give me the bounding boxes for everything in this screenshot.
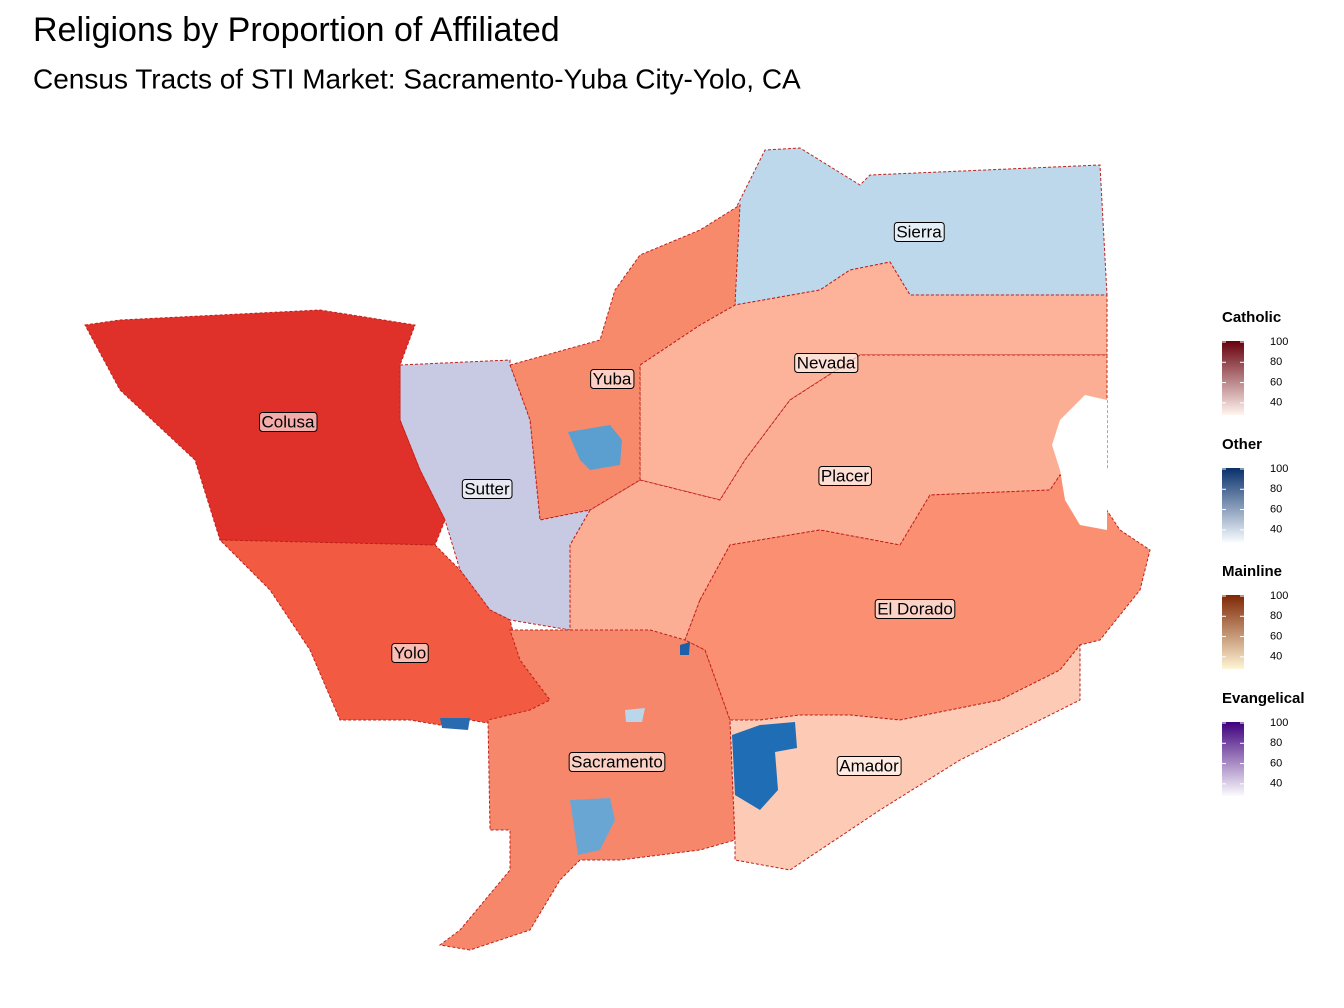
county-shape — [729, 643, 1081, 871]
colorbar-tick-label: 80 — [1270, 356, 1282, 368]
colorbar-tick-label: 60 — [1270, 503, 1282, 515]
colorbar-tick-label: 80 — [1270, 483, 1282, 495]
tract-patch — [570, 798, 615, 855]
colorbar — [1222, 595, 1244, 669]
label-box — [818, 465, 872, 486]
colorbar-tick-label: 60 — [1270, 757, 1282, 769]
colorbar-tick-label: 100 — [1270, 463, 1288, 475]
county-name: El Dorado — [877, 599, 953, 618]
county-label: Colusa — [259, 411, 318, 432]
county-name: Yolo — [394, 643, 426, 662]
legend-title: Evangelical — [1222, 690, 1305, 707]
county-name: Amador — [839, 756, 899, 775]
colorbar — [1222, 468, 1244, 542]
colorbar — [1222, 341, 1244, 415]
colorbar-tick-label: 40 — [1270, 778, 1282, 790]
legend-title: Other — [1222, 436, 1262, 453]
county-name: Nevada — [797, 353, 856, 372]
label-box — [893, 221, 945, 242]
county-name: Sutter — [464, 479, 510, 498]
colorbar-tick-label: 60 — [1270, 630, 1282, 642]
county-shape — [569, 354, 1108, 641]
county-label: Nevada — [794, 352, 859, 373]
tract-patch — [680, 642, 690, 655]
label-box — [568, 751, 666, 772]
county-label: Amador — [836, 755, 902, 776]
title: Religions by Proportion of Affiliated — [33, 11, 560, 49]
tract-patch — [568, 425, 622, 470]
blank-area — [1052, 395, 1107, 530]
county-shape — [639, 261, 1108, 501]
colorbar-tick-label: 40 — [1270, 397, 1282, 409]
county-name: Placer — [821, 466, 870, 485]
label-box — [836, 755, 902, 776]
county-shape — [218, 539, 551, 726]
colorbar-tick-label: 100 — [1270, 590, 1288, 602]
legend-title: Mainline — [1222, 563, 1282, 580]
colorbar-tick-label: 80 — [1270, 737, 1282, 749]
county-label: Placer — [818, 465, 872, 486]
legend-title: Catholic — [1222, 309, 1281, 326]
county-label: Yolo — [391, 642, 429, 663]
tract-patch — [625, 708, 645, 722]
county-shape — [684, 474, 1151, 721]
county-name: Yuba — [593, 369, 632, 388]
county-label: El Dorado — [874, 598, 956, 619]
colorbar-tick-label: 100 — [1270, 336, 1288, 348]
colorbar-tick-label: 80 — [1270, 610, 1282, 622]
tract-patch — [440, 718, 470, 730]
label-box — [259, 411, 318, 432]
colorbar-tick-label: 40 — [1270, 651, 1282, 663]
label-box — [391, 642, 429, 663]
subtitle: Census Tracts of STI Market: Sacramento-… — [33, 63, 801, 94]
tract-patch — [732, 722, 797, 810]
label-box — [874, 598, 956, 619]
colorbar-tick-label: 60 — [1270, 376, 1282, 388]
colorbar-tick-label: 40 — [1270, 524, 1282, 536]
county-label: Sierra — [893, 221, 945, 242]
county-name: Colusa — [262, 412, 315, 431]
county-name: Sierra — [896, 222, 942, 241]
county-shape — [509, 204, 741, 521]
county-label: Sutter — [461, 478, 513, 499]
label-box — [461, 478, 513, 499]
colorbar — [1222, 722, 1244, 796]
label-box — [794, 352, 859, 373]
county-name: Sacramento — [571, 752, 663, 771]
county-label: Sacramento — [568, 751, 666, 772]
colorbar-tick-label: 100 — [1270, 717, 1288, 729]
label-box — [590, 368, 635, 389]
county-label: Yuba — [590, 368, 635, 389]
